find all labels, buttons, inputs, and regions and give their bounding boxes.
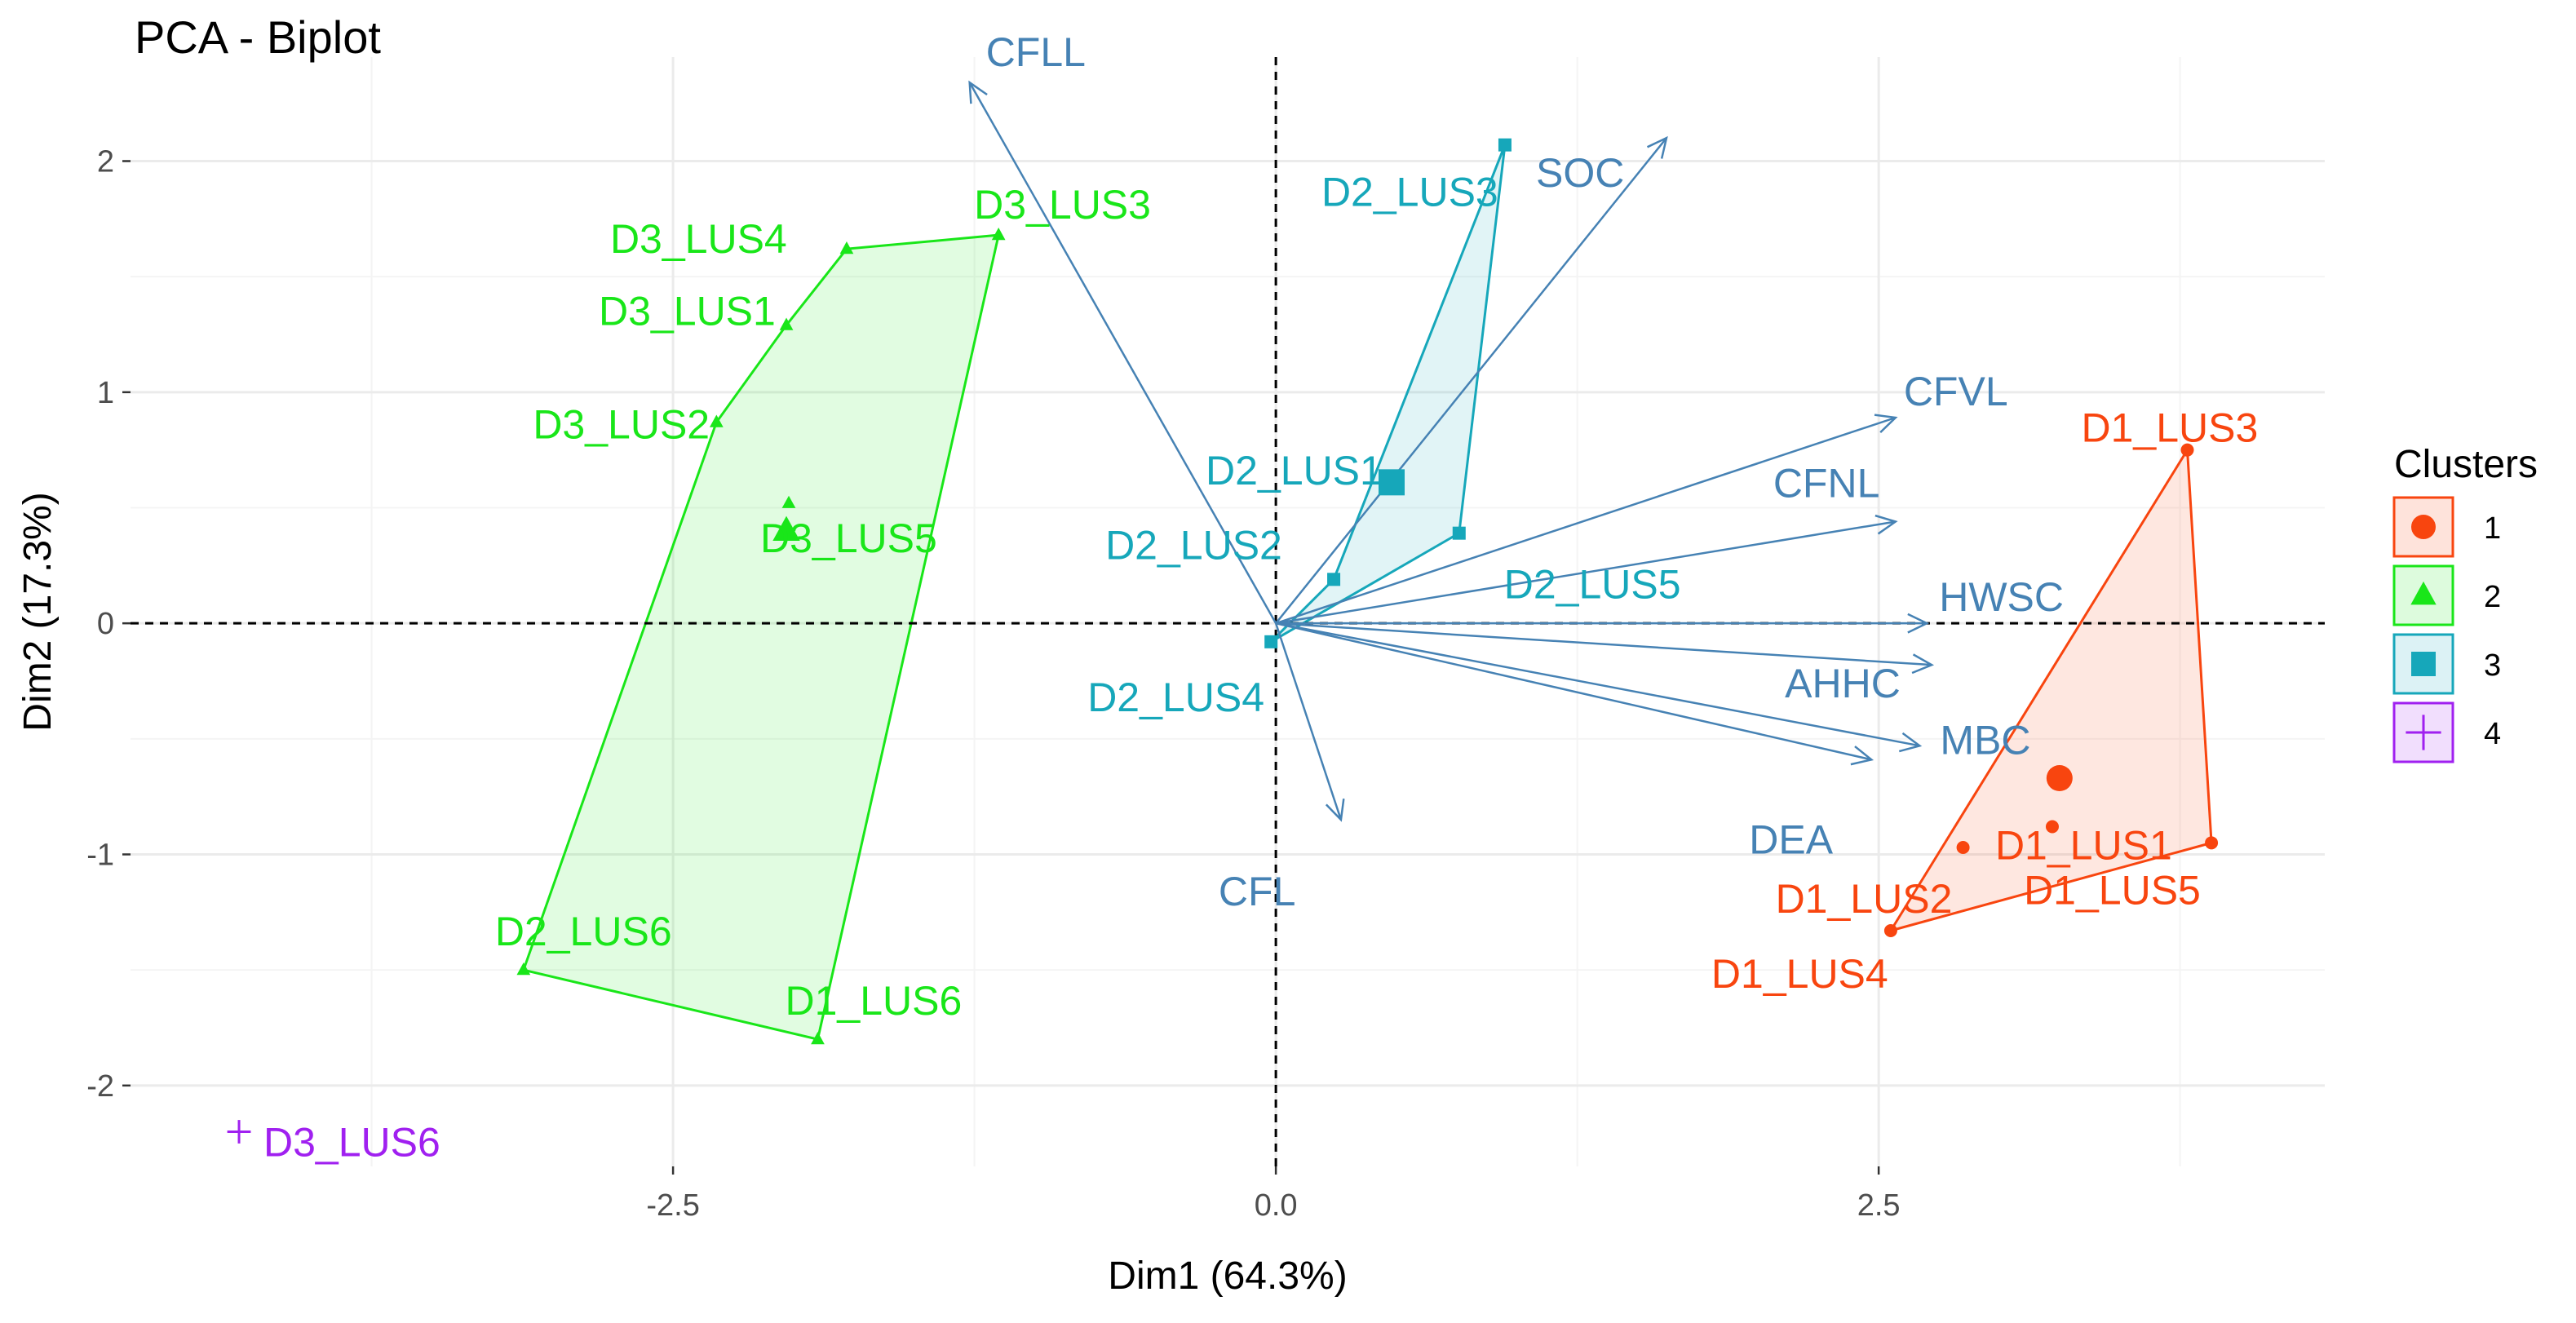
point-label-d1-lus3: D1_LUS3 [2082, 405, 2259, 451]
legend-label-2: 2 [2484, 580, 2501, 614]
point-d3-lus3 [991, 228, 1006, 241]
point-d2-lus3 [1498, 138, 1512, 152]
legend-label-3: 3 [2484, 648, 2501, 683]
legend-marker-4 [2406, 715, 2441, 750]
y-tick-label: 1 [97, 376, 114, 410]
point-label-d2-lus6: D2_LUS6 [495, 909, 672, 954]
x-tick-label: 2.5 [1857, 1188, 1901, 1223]
point-label-d1-lus6: D1_LUS6 [785, 978, 962, 1024]
y-tick-label: 0 [97, 607, 114, 641]
cluster-centroid-2 [772, 515, 800, 541]
point-d3-lus4 [839, 241, 854, 254]
variable-label-cfll: CFLL [986, 29, 1086, 75]
point-label-d1-lus4: D1_LUS4 [1711, 951, 1888, 997]
x-tick-label: 0.0 [1255, 1188, 1298, 1223]
point-d3-lus1 [779, 317, 794, 330]
loading-arrowhead-hwsc [1907, 613, 1930, 634]
legend-entry-3: 3 [2392, 633, 2501, 695]
loading-arrow-dea [1275, 622, 1872, 761]
point-label-d3-lus5: D3_LUS5 [760, 515, 937, 561]
cluster-hull-1 [1888, 445, 2213, 933]
variable-label-soc: SOC [1536, 150, 1624, 196]
point-label-d3-lus4: D3_LUS4 [610, 216, 787, 262]
legend-marker-1 [2411, 515, 2436, 539]
point-label-d3-lus6: D3_LUS6 [263, 1120, 440, 1166]
legend-entry-1: 1 [2392, 496, 2501, 558]
point-label-d2-lus3: D2_LUS3 [1321, 170, 1498, 215]
loading-arrowhead-cfll [968, 80, 988, 104]
point-d3-lus6 [227, 1120, 251, 1144]
loading-arrowhead-cfnl [1874, 514, 1898, 535]
point-label-d2-lus5: D2_LUS5 [1504, 562, 1681, 608]
loading-arrowhead-cfvl [1874, 414, 1898, 434]
point-label-d2-lus2: D2_LUS2 [1105, 522, 1282, 568]
point-label-d2-lus1: D2_LUS1 [1206, 448, 1383, 493]
point-d2-lus2 [1327, 573, 1341, 586]
x-axis-title: Dim1 (64.3%) [1108, 1254, 1347, 1298]
chart-title: PCA - Biplot [135, 11, 381, 63]
point-d3-lus2 [709, 414, 724, 427]
loading-arrowhead-mbc [1898, 732, 1923, 753]
legend-key-1 [2392, 496, 2454, 558]
loading-arrow-cfl [1274, 622, 1343, 821]
point-d1-lus2 [1956, 841, 1970, 854]
point-d2-lus4 [1264, 635, 1278, 648]
point-d1-lus3 [2180, 443, 2194, 457]
loading-arrowhead-dea [1850, 746, 1874, 766]
variable-label-mbc: MBC [1940, 717, 2030, 763]
loading-arrowhead-cfl [1325, 799, 1345, 822]
legend-entry-2: 2 [2392, 564, 2501, 626]
point-d2-lus5 [1452, 526, 1466, 540]
cluster-centroid-3 [1379, 469, 1405, 496]
variable-label-cfnl: CFNL [1773, 461, 1880, 507]
x-tick-label: -2.5 [646, 1188, 699, 1223]
loading-arrow-soc [1275, 137, 1667, 624]
variable-label-hwsc: HWSC [1939, 574, 2064, 620]
cluster-centroid-1 [2046, 765, 2073, 791]
point-label-d3-lus1: D3_LUS1 [599, 289, 776, 334]
loading-arrow-ahhc [1276, 622, 1932, 666]
legend-entry-4: 4 [2392, 701, 2501, 763]
legend-title: Clusters [2394, 443, 2538, 486]
legend-marker-3 [2411, 652, 2436, 676]
point-d1-lus1 [2045, 820, 2059, 834]
loading-arrowhead-ahhc [1911, 653, 1935, 675]
y-axis-title: Dim2 (17.3%) [16, 492, 60, 731]
point-d1-lus5 [2205, 836, 2219, 850]
legend-label-4: 4 [2484, 717, 2501, 751]
variable-label-cfvl: CFVL [1904, 369, 2008, 414]
point-label-d1-lus1: D1_LUS1 [1995, 823, 2172, 869]
point-d1-lus4 [1883, 924, 1897, 937]
loading-arrow-cfnl [1275, 520, 1897, 625]
point-d2-lus6 [516, 962, 531, 976]
loading-arrowhead-soc [1646, 135, 1668, 159]
variable-label-cfl: CFL [1219, 869, 1295, 914]
point-d3-lus5 [781, 495, 796, 508]
loading-arrow-mbc [1275, 622, 1920, 747]
legend-marker-2 [2410, 581, 2437, 605]
point-label-d3-lus3: D3_LUS3 [974, 182, 1151, 228]
variable-label-dea: DEA [1749, 816, 1833, 862]
y-tick-label: 2 [97, 145, 114, 179]
point-label-d1-lus2: D1_LUS2 [1776, 876, 1953, 922]
y-tick-label: -2 [86, 1069, 114, 1104]
legend-label-1: 1 [2484, 511, 2501, 546]
point-label-d3-lus2: D3_LUS2 [533, 402, 710, 448]
variable-label-ahhc: AHHC [1785, 661, 1901, 706]
point-label-d2-lus4: D2_LUS4 [1087, 675, 1264, 720]
loading-arrow-cfll [968, 82, 1277, 624]
point-label-d1-lus5: D1_LUS5 [2024, 867, 2201, 913]
loading-arrow-cfvl [1275, 416, 1897, 625]
point-d1-lus6 [811, 1032, 825, 1045]
y-tick-label: -1 [86, 838, 114, 873]
